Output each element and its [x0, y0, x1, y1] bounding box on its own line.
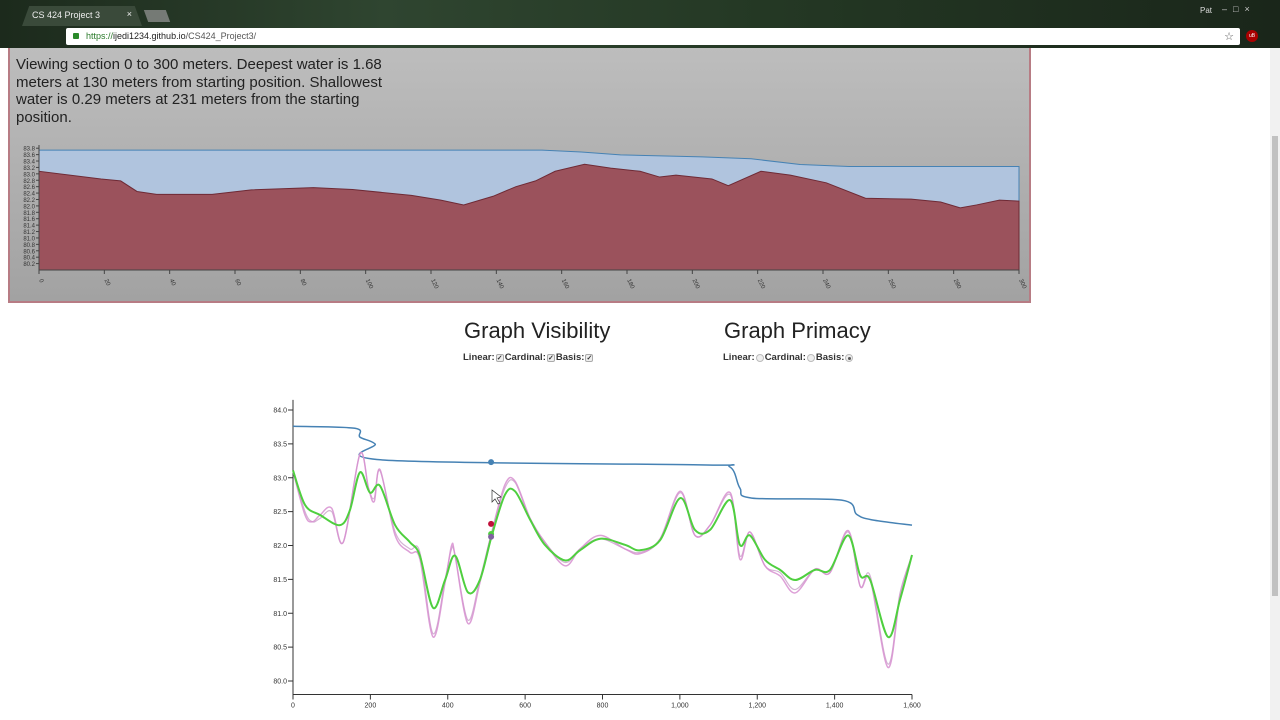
mouse-cursor-icon — [491, 489, 502, 505]
y-tick-label: 83.0 — [23, 172, 35, 178]
primacy-options: Linear: Cardinal: Basis: — [723, 352, 854, 363]
y-tick-label: 82.0 — [273, 543, 287, 550]
cardinal-primacy-radio[interactable] — [806, 353, 815, 362]
x-tick-label: 40 — [168, 278, 177, 287]
y-tick-label: 82.6 — [23, 185, 35, 191]
cardinal-line — [292, 451, 913, 669]
x-tick-label: 280 — [952, 278, 962, 290]
graph-visibility-title: Graph Visibility — [464, 318, 611, 343]
scrollbar-thumb[interactable] — [1272, 136, 1278, 596]
new-tab-button[interactable] — [143, 10, 171, 22]
y-tick-label: 83.0 — [273, 475, 287, 482]
overview-panel: 80.2 80.4 80.6 80.8 81.0 81.2 81.4 81.6 81.8 82.0… — [8, 48, 1031, 303]
x-tick-label: 1,200 — [748, 703, 766, 710]
overview-chart[interactable]: 80.280.480.680.881.081.281.481.681.882.0… — [10, 48, 1033, 303]
x-tick-label: 220 — [756, 278, 766, 290]
cardinal-label: Cardinal: — [764, 352, 806, 363]
basis-line — [292, 469, 913, 638]
y-tick-label: 81.2 — [23, 230, 35, 236]
profile-name[interactable]: Pat — [1200, 6, 1213, 15]
water-line — [292, 425, 913, 526]
ublock-extension-icon[interactable]: uB — [1246, 30, 1258, 42]
page-scrollbar[interactable] — [1270, 48, 1280, 720]
tab-title: CS 424 Project 3 — [32, 10, 101, 20]
y-tick-label: 80.6 — [23, 249, 35, 255]
y-tick-label: 82.8 — [23, 179, 35, 185]
url-scheme: https:// — [86, 31, 114, 41]
y-tick-label: 83.2 — [23, 166, 35, 172]
visibility-options: Linear: ✓ Cardinal: ✓ Basis: ✓ — [463, 352, 594, 363]
linear-hover-marker — [488, 520, 495, 527]
x-tick-label: 0 — [291, 703, 295, 710]
y-tick-label: 82.2 — [23, 198, 35, 204]
y-tick-label: 81.4 — [23, 224, 35, 230]
x-tick-label: 200 — [365, 703, 377, 710]
x-tick-label: 240 — [821, 278, 831, 290]
riverbed-area — [38, 163, 1020, 271]
y-tick-label: 81.6 — [23, 217, 35, 223]
basis-primacy-radio[interactable] — [845, 353, 854, 362]
url-host: ijedi1234.github.io — [113, 31, 186, 41]
y-tick-label: 81.0 — [273, 611, 287, 618]
x-tick-label: 200 — [691, 278, 701, 290]
tab-close-icon[interactable]: × — [126, 9, 132, 19]
basis-label: Basis: — [815, 352, 845, 363]
cardinal-label: Cardinal: — [504, 352, 546, 363]
x-tick-label: 140 — [495, 278, 505, 290]
x-tick-label: 100 — [364, 278, 374, 290]
address-bar[interactable]: https://ijedi1234.github.io/CS424_Projec… — [66, 28, 1240, 45]
x-tick-label: 60 — [233, 278, 242, 287]
x-tick-label: 1,000 — [671, 703, 689, 710]
lock-icon — [73, 33, 79, 39]
browser-tab[interactable]: CS 424 Project 3 × — [22, 6, 142, 26]
basis-label: Basis: — [555, 352, 585, 363]
graph-primacy-title: Graph Primacy — [724, 318, 871, 343]
x-tick-label: 1,600 — [903, 703, 921, 710]
linear-line — [292, 451, 913, 665]
y-tick-label: 83.4 — [23, 160, 35, 166]
x-tick-label: 400 — [442, 703, 454, 710]
browser-chrome: CS 424 Project 3 × Pat –□× https://ijedi1… — [0, 0, 1280, 48]
y-tick-label: 80.8 — [23, 243, 35, 249]
water-hover-marker — [488, 459, 495, 466]
url-path: /CS424_Project3/ — [185, 31, 257, 41]
linear-primacy-radio[interactable] — [755, 353, 764, 362]
y-tick-label: 83.5 — [273, 441, 287, 448]
y-tick-label: 83.8 — [23, 147, 35, 153]
y-tick-label: 81.8 — [23, 211, 35, 217]
basis-visibility-checkbox[interactable]: ✓ — [585, 353, 594, 362]
linear-visibility-checkbox[interactable]: ✓ — [495, 353, 504, 362]
bookmark-star-icon[interactable]: ☆ — [1224, 31, 1234, 43]
y-tick-label: 82.4 — [23, 192, 35, 198]
y-tick-label: 80.2 — [23, 262, 35, 268]
x-tick-label: 300 — [1017, 278, 1027, 290]
x-tick-label: 120 — [429, 278, 439, 290]
y-tick-label: 80.4 — [23, 256, 35, 262]
x-tick-label: 1,400 — [826, 703, 844, 710]
x-tick-label: 160 — [560, 278, 570, 290]
section-summary: Viewing section 0 to 300 meters. Deepest… — [16, 56, 382, 126]
y-tick-label: 82.0 — [23, 204, 35, 210]
y-tick-label: 80.5 — [273, 645, 287, 652]
y-tick-label: 82.5 — [273, 509, 287, 516]
x-tick-label: 800 — [597, 703, 609, 710]
cardinal-hover-marker — [488, 533, 495, 540]
x-tick-label: 0 — [37, 278, 44, 284]
cardinal-visibility-checkbox[interactable]: ✓ — [546, 353, 555, 362]
x-tick-label: 260 — [887, 278, 897, 290]
x-tick-label: 80 — [299, 278, 308, 287]
y-tick-label: 81.0 — [23, 236, 35, 242]
linear-label: Linear: — [463, 352, 495, 363]
x-tick-label: 180 — [625, 278, 635, 290]
y-tick-label: 80.0 — [273, 679, 287, 686]
y-tick-label: 83.6 — [23, 153, 35, 159]
y-tick-label: 84.0 — [273, 408, 287, 415]
x-tick-label: 20 — [103, 278, 112, 287]
linear-label: Linear: — [723, 352, 755, 363]
y-tick-label: 81.5 — [273, 577, 287, 584]
x-tick-label: 600 — [519, 703, 531, 710]
window-controls[interactable]: –□× — [1222, 4, 1256, 14]
basis-hover-marker — [488, 530, 495, 537]
